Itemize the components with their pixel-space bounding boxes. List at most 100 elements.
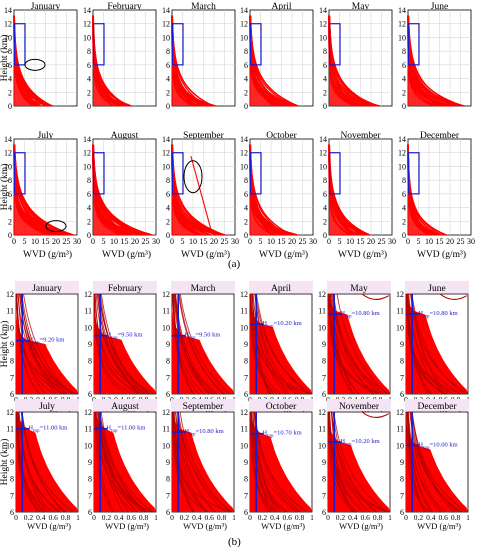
y-tick-label: 6 [166, 190, 170, 199]
y-tick-label: 2 [8, 88, 12, 97]
annotation-ellipse [24, 58, 46, 71]
x-tick-label: 5 [338, 237, 342, 246]
profile-envelope [408, 12, 449, 106]
profile-envelope [250, 294, 312, 394]
htop-label: Htop=10.80 km [418, 310, 457, 320]
title-band [15, 399, 79, 411]
y-tick-label: 8 [88, 475, 92, 484]
x-tick-label: 15 [278, 237, 286, 246]
y-tick-label: 0 [244, 231, 248, 240]
x-axis-label: WVD (g/m³) [183, 521, 227, 531]
y-tick-label: 8 [244, 475, 248, 484]
profile-curve [17, 293, 77, 395]
y-tick-label: 4 [244, 204, 248, 213]
subplot-title: December [420, 131, 460, 141]
x-tick-label: 10 [189, 237, 197, 246]
y-tick-label: 8 [244, 47, 248, 56]
x-tick-label: 0 [92, 513, 96, 522]
y-tick-label: 10 [4, 33, 12, 42]
x-axis-label: WVD (g/m³) [338, 249, 387, 260]
y-tick-label: 8 [323, 176, 327, 185]
y-tick-label: 0 [323, 102, 327, 111]
y-tick-label: 12 [398, 20, 406, 29]
y-tick-label: 9 [10, 458, 14, 467]
y-tick-label: 14 [83, 6, 91, 15]
x-axis-label: WVD (g/m³) [417, 249, 466, 260]
y-tick-label: 12 [240, 20, 248, 29]
y-tick-label: 8 [244, 357, 248, 366]
profile-curve [333, 293, 384, 395]
x-tick-label: 25 [63, 237, 71, 246]
y-tick-label: 9 [166, 340, 170, 349]
y-tick-label: 0 [323, 231, 327, 240]
x-tick-label: 20 [446, 237, 454, 246]
x-axis-label: WVD (g/m³) [339, 521, 383, 531]
y-tick-label: 0 [402, 231, 406, 240]
y-tick-label: 14 [4, 6, 12, 15]
highlight-box [249, 152, 262, 195]
profile-curve [330, 293, 378, 395]
profile-envelope [250, 12, 285, 106]
y-tick-label: 9 [244, 458, 248, 467]
x-tick-label: 10 [425, 237, 433, 246]
profile-curve [331, 411, 370, 513]
title-band [249, 281, 313, 293]
htop-label-sub: top [267, 434, 274, 439]
y-tick-label: 12 [319, 149, 327, 158]
y-tick-label: 12 [318, 290, 326, 299]
y-tick-label: 0 [166, 231, 170, 240]
x-tick-label: 0.8 [295, 513, 305, 522]
x-tick-label: 20 [52, 237, 60, 246]
y-tick-label: 4 [402, 75, 406, 84]
y-tick-label: 8 [166, 357, 170, 366]
y-tick-label: 7 [10, 491, 14, 500]
y-tick-label: 8 [402, 176, 406, 185]
y-tick-label: 8 [10, 357, 14, 366]
x-tick-label: 10 [31, 237, 39, 246]
y-tick-label: 6 [244, 190, 248, 199]
y-tick-label: 8 [88, 357, 92, 366]
profile-curve [406, 411, 426, 513]
profile-envelope [408, 141, 437, 235]
y-tick-label: 12 [83, 149, 91, 158]
highlight-box [407, 152, 420, 195]
y-tick-label: 4 [87, 75, 91, 84]
x-tick-label: 10 [346, 237, 354, 246]
y-tick-label: 6 [400, 390, 404, 399]
htop-value: =9.50 km [195, 332, 220, 339]
highlight-box [92, 152, 105, 195]
y-tick-label: 11 [318, 425, 326, 434]
htop-value: =10.70 km [273, 430, 301, 437]
subplot-b-october: October Htop=10.70 km 6 7 8 9 10 11 12 0 0.2 0.4 0.6… [240, 399, 314, 531]
x-tick-label: 5 [102, 237, 106, 246]
y-tick-label: 9 [400, 458, 404, 467]
htop-label-sub: top [33, 341, 40, 346]
y-tick-label: 10 [4, 162, 12, 171]
htop-label-sub: top [33, 429, 40, 434]
title-band [93, 399, 157, 411]
profile-envelope [250, 412, 312, 512]
x-tick-label: 0 [406, 237, 410, 246]
subplot-title: October [266, 131, 297, 141]
y-tick-label: 10 [396, 441, 404, 450]
y-tick-label: 10 [83, 162, 91, 171]
y-tick-label: 7 [88, 373, 92, 382]
x-tick-label: 0.2 [336, 513, 346, 522]
x-axis-label: WVD (g/m³) [417, 521, 461, 531]
y-tick-label: 10 [398, 33, 406, 42]
y-tick-label: 11 [396, 307, 404, 316]
profile-curve [406, 411, 426, 513]
x-tick-label: 0.6 [361, 513, 371, 522]
y-tick-label: 10 [318, 323, 326, 332]
y-tick-label: 2 [244, 88, 248, 97]
y-tick-label: 11 [6, 307, 14, 316]
x-tick-label: 25 [299, 237, 307, 246]
x-tick-label: 0 [170, 237, 174, 246]
htop-label: Htop=10.80 km [340, 310, 379, 320]
y-axis-label: Height (km) [0, 35, 10, 82]
